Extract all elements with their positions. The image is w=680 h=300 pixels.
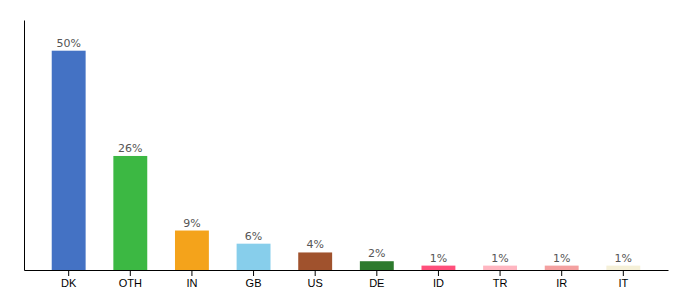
x-tick-label: US [308, 277, 323, 289]
data-label: 1% [491, 252, 508, 265]
x-tick-mark [623, 270, 624, 276]
x-tick-mark [438, 270, 439, 276]
x-tick-label: DK [61, 277, 77, 289]
data-label: 1% [553, 252, 570, 265]
bar [545, 266, 579, 270]
x-tick-mark [315, 270, 316, 276]
bar [421, 266, 455, 270]
y-axis-line [24, 21, 25, 271]
plot-area: 50% 26% 9% 6% 4% 2% 1% 1% 1% 1% DK OTH IN GB US DE ID TR I… [25, 21, 669, 289]
x-tick: US [308, 270, 323, 289]
x-tick-label: TR [493, 277, 508, 289]
x-tick-mark [561, 270, 562, 276]
data-label: 6% [245, 230, 262, 243]
bar [113, 156, 147, 270]
bar [483, 266, 517, 270]
x-tick: IR [556, 270, 567, 289]
x-tick: ID [433, 270, 444, 289]
x-tick: IN [186, 270, 197, 289]
x-tick-mark [130, 270, 131, 276]
bar [237, 244, 271, 270]
x-tick: TR [493, 270, 508, 289]
y-axis [24, 21, 25, 271]
x-tick-label: IN [186, 277, 197, 289]
data-label: 26% [118, 142, 142, 155]
x-tick: OTH [119, 270, 142, 289]
x-tick-mark [376, 270, 377, 276]
x-tick-label: DE [369, 277, 384, 289]
bar [360, 261, 394, 270]
bars [52, 51, 641, 270]
data-label: 1% [615, 252, 632, 265]
x-tick-mark [253, 270, 254, 276]
data-labels: 50% 26% 9% 6% 4% 2% 1% 1% 1% 1% [56, 37, 632, 265]
x-axis: DK OTH IN GB US DE ID TR IR IT [25, 270, 669, 289]
x-tick: IT [618, 270, 628, 289]
x-tick-label: IR [556, 277, 567, 289]
bar [175, 231, 209, 270]
chart-svg: 50% 26% 9% 6% 4% 2% 1% 1% 1% 1% DK OTH IN GB US DE ID TR I… [0, 0, 680, 300]
x-tick-label: OTH [119, 277, 142, 289]
bar [298, 252, 332, 270]
x-tick-label: IT [618, 277, 628, 289]
data-label: 1% [430, 252, 447, 265]
x-axis-line [25, 270, 669, 271]
chart-container: 50% 26% 9% 6% 4% 2% 1% 1% 1% 1% DK OTH IN GB US DE ID TR I… [0, 0, 680, 300]
x-tick-label: ID [433, 277, 444, 289]
x-tick: DE [369, 270, 384, 289]
data-label: 9% [183, 217, 200, 230]
x-tick-label: GB [246, 277, 262, 289]
bar [606, 266, 640, 270]
x-tick: GB [246, 270, 262, 289]
x-tick: DK [61, 270, 77, 289]
bar [52, 51, 86, 270]
x-tick-mark [500, 270, 501, 276]
data-label: 2% [368, 247, 385, 260]
data-label: 50% [56, 37, 80, 50]
x-tick-mark [68, 270, 69, 276]
data-label: 4% [306, 238, 323, 251]
x-tick-mark [191, 270, 192, 276]
